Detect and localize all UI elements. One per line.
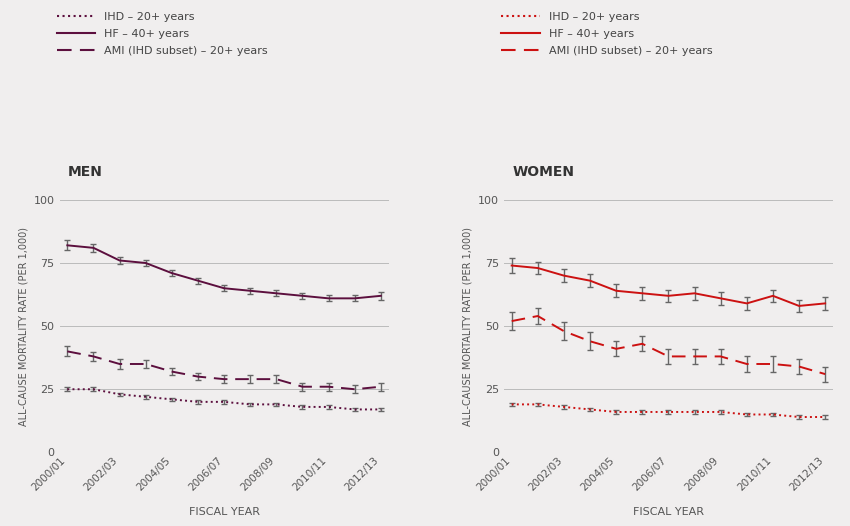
Legend: IHD – 20+ years, HF – 40+ years, AMI (IHD subset) – 20+ years: IHD – 20+ years, HF – 40+ years, AMI (IH…	[501, 11, 712, 56]
X-axis label: FISCAL YEAR: FISCAL YEAR	[189, 507, 259, 517]
X-axis label: FISCAL YEAR: FISCAL YEAR	[633, 507, 704, 517]
Text: WOMEN: WOMEN	[513, 165, 575, 179]
Text: MEN: MEN	[68, 165, 103, 179]
Y-axis label: ALL-CAUSE MORTALITY RATE (PER 1,000): ALL-CAUSE MORTALITY RATE (PER 1,000)	[462, 227, 473, 426]
Legend: IHD – 20+ years, HF – 40+ years, AMI (IHD subset) – 20+ years: IHD – 20+ years, HF – 40+ years, AMI (IH…	[57, 11, 268, 56]
Y-axis label: ALL-CAUSE MORTALITY RATE (PER 1,000): ALL-CAUSE MORTALITY RATE (PER 1,000)	[18, 227, 28, 426]
